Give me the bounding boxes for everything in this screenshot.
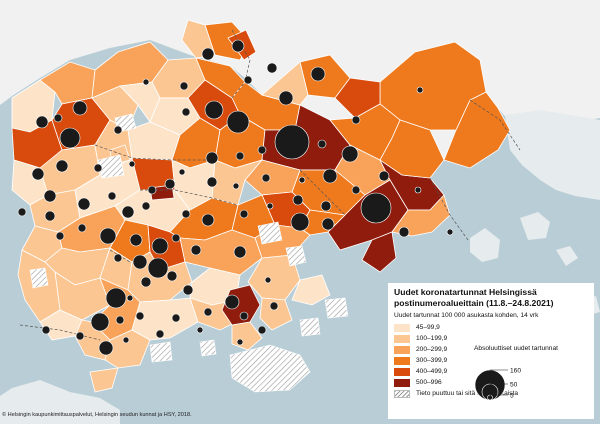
legend-swatch xyxy=(394,345,410,354)
legend-class-item: 400–499,9 xyxy=(394,366,588,377)
legend-no-data-item: Tieto puuttuu tai sitä ei voi julkaista xyxy=(394,388,588,399)
legend-circle-value: 50 xyxy=(510,382,518,389)
legend-class-item: 500–996 xyxy=(394,377,588,388)
legend-class-item: 200–299,9 xyxy=(394,344,588,355)
legend-swatch xyxy=(394,356,410,365)
legend-title-line2: postinumeroalueittain (11.8.–24.8.2021) xyxy=(394,298,554,308)
area-e-3 xyxy=(231,321,263,351)
area-s-7 xyxy=(39,309,83,341)
legend-circle-small xyxy=(487,394,493,401)
legend-class-item: 100–199,9 xyxy=(394,333,588,344)
legend-class-label: 300–399,9 xyxy=(416,357,448,364)
legend-title-line1: Uudet koronatartunnat Helsingissä xyxy=(394,287,537,297)
infection-circles xyxy=(17,39,454,356)
no-data-areas xyxy=(29,113,349,393)
area-ne-5 xyxy=(361,231,397,273)
legend-class-item: 45–99,9 xyxy=(394,322,588,333)
legend-class-label: 400–499,9 xyxy=(416,368,448,375)
area-n-14 xyxy=(334,77,381,119)
legend-circle-value: 5 xyxy=(510,393,514,400)
legend-class-label: 200–299,9 xyxy=(416,346,448,353)
legend-swatch xyxy=(394,334,410,343)
map-credit: © Helsingin kaupunkimittauspalvelut, Hel… xyxy=(2,412,192,418)
area-ne-4 xyxy=(391,194,451,237)
legend-classes: 45–99,9 100–199,9 200–299,9 300–399,9 40… xyxy=(394,322,588,399)
legend-class-label: 45–99,9 xyxy=(416,324,440,331)
legend-class-item: 300–399,9 xyxy=(394,355,588,366)
legend-subtitle: Uudet tartunnat 100 000 asukasta kohden,… xyxy=(394,312,539,319)
legend-no-data-label: Tieto puuttuu tai sitä ei voi julkaista xyxy=(416,390,519,397)
legend-proportional-circles: 160 50 5 xyxy=(474,368,521,401)
legend-swatch xyxy=(394,367,410,376)
map-legend: Uudet koronatartunnat Helsingissä postin… xyxy=(388,283,594,419)
area-e-5 xyxy=(291,274,331,306)
area-s-8 xyxy=(89,367,119,393)
area-e-4 xyxy=(259,297,293,331)
legend-circle-value: 160 xyxy=(510,368,521,375)
legend-class-label: 100–199,9 xyxy=(416,335,448,342)
area-s-5 xyxy=(104,329,151,369)
legend-swatch xyxy=(394,378,410,387)
legend-swatch xyxy=(394,323,410,332)
legend-absolute-title: Absoluuttiset uudet tartunnat xyxy=(474,345,558,352)
legend-class-label: 500–996 xyxy=(416,379,442,386)
legend-hatch-swatch xyxy=(394,389,410,398)
